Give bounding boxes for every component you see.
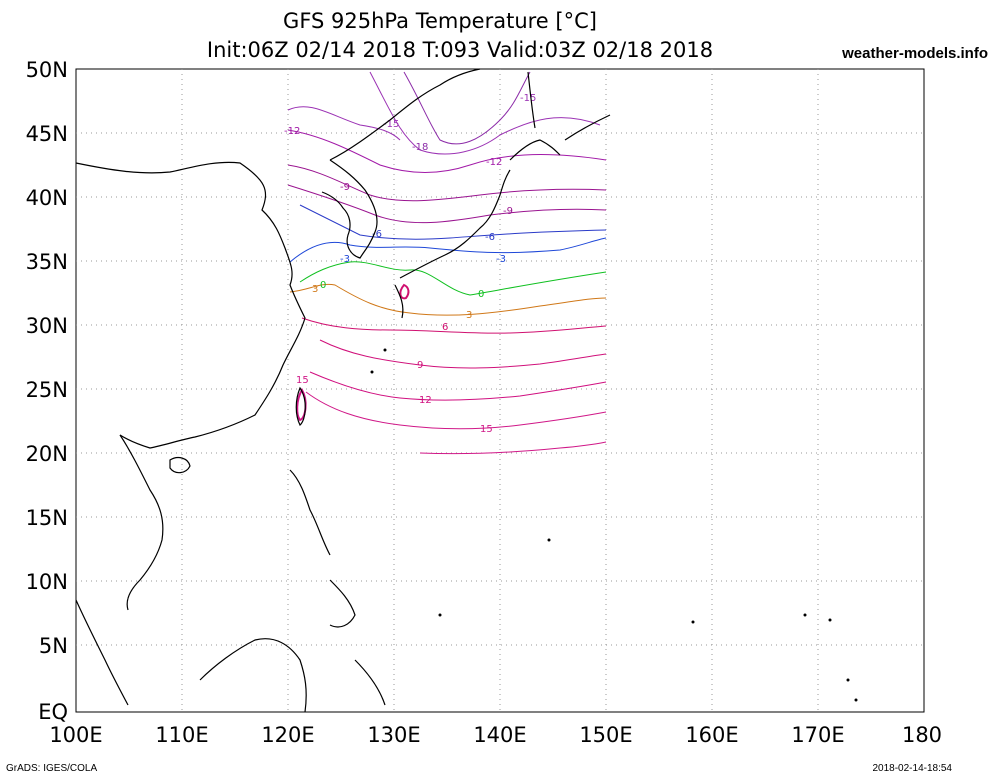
longitude-labels: 100E 110E 120E 130E 140E 150E 160E 170E … bbox=[49, 723, 942, 747]
contour-plus-18 bbox=[419, 441, 607, 455]
label-zero-a: 0 bbox=[320, 280, 326, 291]
lon-label-170e: 170E bbox=[791, 723, 844, 747]
map-title: GFS 925hPa Temperature [°C] bbox=[283, 9, 597, 33]
coast-japan-honshu bbox=[399, 169, 511, 279]
contour-minus-3 bbox=[289, 237, 607, 263]
map-subtitle: Init:06Z 02/14 2018 T:093 Valid:03Z 02/1… bbox=[206, 38, 714, 62]
lon-label-100e: 100E bbox=[49, 723, 102, 747]
island-dot bbox=[383, 348, 387, 352]
contour-minus-15-coast bbox=[287, 106, 401, 141]
coast-taiwan bbox=[295, 386, 306, 426]
coast-luzon bbox=[289, 469, 331, 556]
contour-plus-3 bbox=[289, 283, 607, 316]
label-minus-12-a: -12 bbox=[284, 126, 300, 137]
label-minus-12-b: -12 bbox=[486, 157, 502, 168]
contour-minus-9-inner bbox=[287, 184, 607, 224]
contour-plus-6 bbox=[301, 317, 607, 334]
contour-minus-12 bbox=[287, 129, 607, 173]
contour-kyushu-loop bbox=[399, 283, 410, 300]
temperature-contours bbox=[287, 71, 607, 455]
lat-label-10n: 10N bbox=[26, 570, 68, 594]
coast-borneo bbox=[199, 638, 307, 713]
contour-plus-9 bbox=[319, 339, 607, 369]
label-plus-15-b: 15 bbox=[480, 424, 493, 435]
lat-label-50n: 50N bbox=[26, 58, 68, 82]
lat-label-25n: 25N bbox=[26, 378, 68, 402]
island-dot bbox=[547, 538, 551, 542]
contour-plus-15 bbox=[305, 391, 607, 430]
coast-kuril bbox=[564, 114, 611, 141]
label-minus-15-a: -15 bbox=[520, 93, 536, 104]
lon-label-160e: 160E bbox=[685, 723, 738, 747]
footer-timestamp: 2018-02-14-18:54 bbox=[872, 763, 952, 774]
lat-label-35n: 35N bbox=[26, 250, 68, 274]
lon-label-150e: 150E bbox=[579, 723, 632, 747]
footer-software-credit: GrADS: IGES/COLA bbox=[6, 763, 98, 774]
lon-label-120e: 120E bbox=[261, 723, 314, 747]
label-minus-9-b: -9 bbox=[503, 206, 513, 217]
lon-label-140e: 140E bbox=[473, 723, 526, 747]
contour-minus-18 bbox=[403, 71, 531, 145]
lat-label-30n: 30N bbox=[26, 314, 68, 338]
coast-japan-hokkaido bbox=[509, 139, 561, 161]
label-minus-3-b: -3 bbox=[496, 254, 506, 265]
label-minus-18: -18 bbox=[412, 142, 428, 153]
island-dot bbox=[803, 613, 807, 617]
coast-sakhalin bbox=[527, 71, 536, 129]
lat-label-20n: 20N bbox=[26, 442, 68, 466]
contour-labels: -15 -15 -12 -12 -18 -9 -9 -6 -6 -3 -3 0 … bbox=[284, 93, 536, 435]
lat-label-5n: 5N bbox=[39, 634, 68, 658]
coast-malay bbox=[75, 599, 129, 706]
coast-korea bbox=[321, 159, 378, 259]
coast-siberia bbox=[329, 68, 481, 161]
island-dot bbox=[370, 370, 374, 374]
label-plus-3-a: 3 bbox=[312, 284, 318, 295]
coast-japan-kyushu bbox=[394, 284, 404, 319]
latitude-labels: 50N 45N 40N 35N 30N 25N 20N 15N 10N 5N E… bbox=[26, 58, 68, 724]
contour-plus-12 bbox=[309, 371, 607, 401]
island-dot bbox=[691, 620, 695, 624]
label-plus-15-a: 15 bbox=[296, 375, 309, 386]
site-credit: weather-models.info bbox=[842, 45, 988, 62]
label-minus-6-a: -6 bbox=[372, 229, 382, 240]
lat-label-eq: EQ bbox=[38, 700, 68, 724]
contour-minus-6 bbox=[299, 204, 607, 240]
contour-minus-9 bbox=[287, 164, 607, 202]
coastlines bbox=[75, 68, 611, 713]
lon-label-180: 180 bbox=[902, 723, 942, 747]
label-minus-15-b: -15 bbox=[383, 119, 399, 130]
lat-label-45n: 45N bbox=[26, 122, 68, 146]
label-plus-3-b: 3 bbox=[466, 310, 472, 321]
label-plus-12: 12 bbox=[419, 395, 432, 406]
coast-sulawesi bbox=[354, 659, 386, 706]
coast-indochina bbox=[119, 434, 164, 611]
island-dot bbox=[846, 678, 850, 682]
island-dot bbox=[828, 618, 832, 622]
coast-hainan bbox=[169, 456, 191, 474]
lon-label-130e: 130E bbox=[367, 723, 420, 747]
label-plus-9: 9 bbox=[417, 360, 423, 371]
coast-mindanao bbox=[329, 579, 356, 628]
island-dot bbox=[438, 613, 442, 617]
label-minus-9-a: -9 bbox=[340, 182, 350, 193]
gridlines bbox=[76, 69, 924, 712]
small-islands bbox=[370, 348, 858, 702]
contour-zero bbox=[299, 261, 607, 296]
lat-label-15n: 15N bbox=[26, 506, 68, 530]
lat-label-40n: 40N bbox=[26, 186, 68, 210]
label-minus-6-b: -6 bbox=[485, 232, 495, 243]
lon-label-110e: 110E bbox=[155, 723, 208, 747]
contour-minus-15-north bbox=[369, 71, 601, 155]
island-dot bbox=[854, 698, 858, 702]
label-minus-3-a: -3 bbox=[340, 254, 350, 265]
coast-china bbox=[75, 161, 306, 449]
label-plus-6: 6 bbox=[442, 322, 448, 333]
label-zero-b: 0 bbox=[478, 289, 484, 300]
